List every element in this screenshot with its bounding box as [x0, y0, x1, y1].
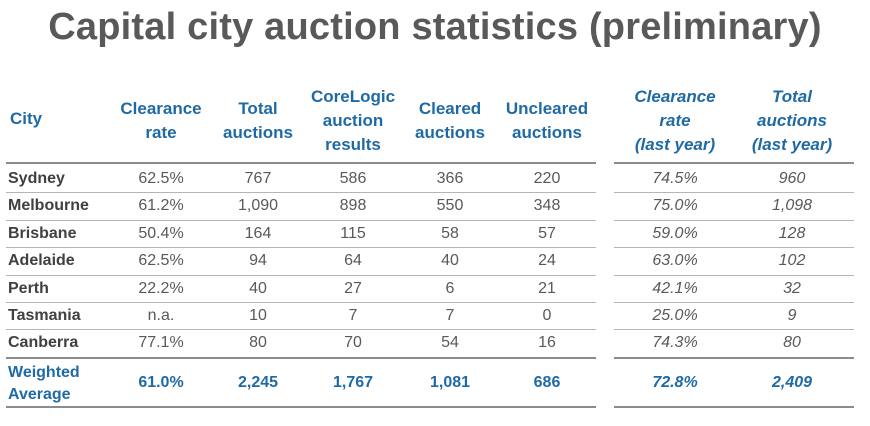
row-divider: [6, 302, 596, 303]
row-divider: [6, 357, 596, 359]
cell-total-last: 32: [783, 279, 801, 297]
cell-cleared: 550: [436, 197, 464, 215]
cell-total-last: 1,098: [771, 197, 813, 215]
cell-cleared: 54: [441, 334, 459, 352]
cell-uncleared: 21: [538, 279, 556, 297]
cell-cleared: 40: [441, 252, 459, 270]
avg-total-auctions-last-year: 2,409: [771, 374, 813, 391]
cell-total: 1,090: [237, 197, 279, 215]
cell-total-last: 960: [778, 170, 806, 187]
cell-corelogic: 27: [344, 279, 362, 297]
header-city: City: [10, 109, 43, 128]
avg-cleared-auctions: 1,081: [429, 374, 471, 391]
cell-clearance-last: 74.5%: [652, 170, 698, 187]
row-divider: [614, 220, 854, 221]
cell-corelogic: 64: [344, 252, 362, 270]
cell-total: 767: [244, 170, 272, 187]
cell-city: Tasmania: [8, 307, 81, 324]
header-cleared-auctions: Cleared auctions: [415, 99, 485, 142]
cell-city: Canberra: [8, 334, 79, 352]
header-corelogic-results: CoreLogic auction results: [310, 87, 396, 154]
header-uncleared-auctions: Uncleared auctions: [505, 99, 589, 142]
cell-corelogic: 586: [339, 170, 367, 187]
cell-city: Brisbane: [8, 224, 77, 242]
cell-clearance-rate: n.a.: [147, 307, 175, 324]
cell-total: 80: [249, 334, 267, 352]
row-divider: [614, 192, 854, 193]
cell-uncleared: 220: [533, 170, 561, 187]
cell-cleared: 366: [436, 170, 464, 187]
row-divider: [6, 247, 596, 248]
page-title: Capital city auction statistics (prelimi…: [48, 6, 822, 48]
cell-uncleared: 57: [538, 224, 556, 242]
cell-clearance-last: 42.1%: [652, 279, 698, 297]
cell-total-last: 102: [778, 252, 806, 270]
cell-uncleared: 24: [538, 252, 556, 270]
cell-clearance-last: 74.3%: [652, 334, 698, 352]
cell-cleared: 58: [441, 224, 459, 242]
cell-city: Perth: [8, 279, 49, 297]
cell-total-last: 80: [783, 334, 801, 352]
header-total-auctions-last-year: Total auctions (last year): [751, 87, 833, 154]
cell-clearance-last: 63.0%: [652, 252, 698, 270]
row-divider: [6, 192, 596, 193]
header-rule-right: [614, 162, 854, 164]
cell-clearance-rate: 62.5%: [138, 170, 184, 187]
avg-clearance-rate-last-year: 72.8%: [652, 374, 698, 391]
cell-uncleared: 16: [538, 334, 556, 352]
avg-label: Weighted Average: [8, 364, 80, 403]
row-divider: [614, 275, 854, 276]
avg-clearance-rate: 61.0%: [138, 374, 184, 391]
cell-total: 40: [249, 279, 267, 297]
cell-city: Adelaide: [8, 252, 75, 270]
row-divider: [614, 329, 854, 330]
cell-total: 164: [244, 224, 272, 242]
cell-corelogic: 898: [339, 197, 367, 215]
cell-total-last: 128: [778, 224, 806, 242]
header-clearance-rate-last-year: Clearance rate (last year): [634, 87, 716, 154]
cell-cleared: 6: [445, 279, 455, 297]
cell-clearance-last: 25.0%: [652, 307, 698, 324]
avg-total-auctions: 2,245: [237, 374, 279, 391]
cell-clearance-rate: 50.4%: [138, 224, 184, 242]
cell-city: Melbourne: [8, 197, 89, 215]
avg-uncleared-auctions: 686: [533, 374, 561, 391]
cell-uncleared: 0: [542, 307, 552, 324]
cell-total: 10: [249, 307, 267, 324]
bottom-rule-right: [614, 406, 854, 408]
cell-city: Sydney: [8, 170, 65, 187]
cell-clearance-rate: 62.5%: [138, 252, 184, 270]
cell-cleared: 7: [445, 307, 455, 324]
cell-uncleared: 348: [533, 197, 561, 215]
row-divider: [614, 302, 854, 303]
cell-corelogic: 70: [344, 334, 362, 352]
cell-corelogic: 7: [348, 307, 358, 324]
header-rule-left: [6, 162, 596, 164]
row-divider: [6, 220, 596, 221]
cell-total-last: 9: [787, 307, 797, 324]
cell-clearance-rate: 22.2%: [138, 279, 184, 297]
cell-clearance-rate: 77.1%: [138, 334, 184, 352]
header-total-auctions: Total auctions: [223, 99, 293, 142]
row-divider: [614, 357, 854, 359]
header-clearance-rate: Clearance rate: [120, 99, 202, 142]
bottom-rule-left: [6, 406, 596, 408]
cell-corelogic: 115: [340, 224, 366, 242]
row-divider: [614, 247, 854, 248]
row-divider: [6, 275, 596, 276]
cell-clearance-last: 59.0%: [652, 224, 698, 242]
cell-clearance-last: 75.0%: [652, 197, 698, 215]
cell-total: 94: [249, 252, 267, 270]
avg-corelogic-results: 1,767: [332, 374, 374, 391]
cell-clearance-rate: 61.2%: [138, 197, 184, 215]
row-divider: [6, 329, 596, 330]
